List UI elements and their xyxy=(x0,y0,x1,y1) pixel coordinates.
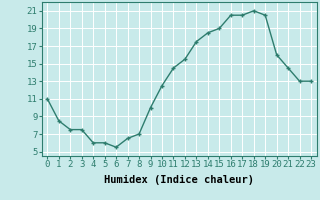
X-axis label: Humidex (Indice chaleur): Humidex (Indice chaleur) xyxy=(104,175,254,185)
